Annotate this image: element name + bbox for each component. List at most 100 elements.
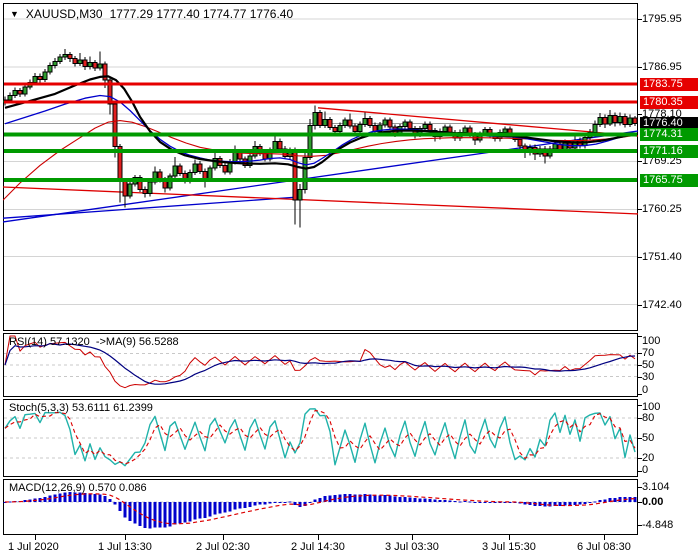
candle bbox=[517, 138, 523, 147]
candle bbox=[602, 116, 608, 125]
price-axis-label: 1751.40 bbox=[642, 250, 682, 263]
stoch-axis-label: 80 bbox=[642, 412, 655, 425]
candle bbox=[52, 60, 58, 67]
candle bbox=[197, 163, 203, 172]
macd-pane[interactable] bbox=[3, 479, 638, 535]
candle bbox=[377, 124, 383, 132]
time-axis-label: 3 Jul 15:30 bbox=[482, 541, 536, 553]
macd-axis-label: 0.00 bbox=[642, 496, 664, 508]
rsi-axis-tick bbox=[637, 394, 642, 395]
candle bbox=[37, 75, 43, 81]
chart-title: ▼ XAUUSD,M30 1777.29 1777.40 1774.77 177… bbox=[10, 7, 293, 21]
price-badge-support: 1774.31 bbox=[640, 127, 698, 141]
candle bbox=[62, 53, 68, 58]
candle bbox=[462, 127, 468, 133]
rsi-axis-label: 0 bbox=[642, 384, 649, 396]
price-axis-tick bbox=[637, 114, 642, 116]
price-axis-label: 1742.40 bbox=[642, 298, 682, 311]
candle bbox=[107, 79, 113, 105]
candle bbox=[72, 58, 78, 65]
candle bbox=[337, 124, 343, 132]
candle bbox=[32, 75, 38, 84]
macd-axis-tick bbox=[637, 486, 642, 488]
candle bbox=[142, 188, 148, 195]
candle bbox=[7, 95, 13, 101]
stoch-axis-tick bbox=[637, 438, 642, 439]
price-axis-tick bbox=[637, 161, 642, 163]
candle bbox=[122, 180, 128, 197]
stochastic-indicator-label: Stoch(5,3,3) 53.6111 61.2399 bbox=[9, 402, 153, 414]
time-axis-label: 6 Jul 08:30 bbox=[577, 541, 631, 553]
time-axis-tick bbox=[509, 535, 510, 540]
candle bbox=[347, 119, 353, 127]
macd-axis-tick bbox=[637, 525, 642, 527]
stoch-axis-label: 0 bbox=[642, 464, 649, 476]
time-axis-tick bbox=[35, 535, 36, 540]
candle bbox=[292, 149, 298, 201]
price-axis-label: 1760.25 bbox=[642, 203, 682, 216]
rsi-axis-tick bbox=[637, 336, 642, 337]
candle bbox=[612, 114, 618, 124]
stoch-axis-tick bbox=[637, 418, 642, 420]
time-axis-tick bbox=[318, 535, 319, 540]
time-axis-tick bbox=[125, 535, 126, 540]
candle bbox=[77, 59, 83, 65]
time-axis-tick bbox=[412, 535, 413, 540]
candle bbox=[147, 181, 153, 195]
candle bbox=[242, 158, 248, 166]
symbol-dropdown-icon[interactable]: ▼ bbox=[10, 9, 19, 19]
time-axis-label: 1 Jul 13:30 bbox=[98, 541, 152, 553]
candle bbox=[362, 117, 368, 125]
rsi-axis-label: 70 bbox=[642, 347, 655, 360]
stoch-axis-label: 50 bbox=[642, 432, 655, 444]
candle bbox=[277, 140, 283, 150]
time-axis-label: 3 Jul 03:30 bbox=[385, 541, 439, 553]
rsi-axis-label: 30 bbox=[642, 370, 655, 383]
stoch-axis-label: 100 bbox=[642, 401, 661, 413]
candle bbox=[47, 65, 53, 73]
main-chart-pane[interactable] bbox=[3, 3, 638, 331]
stoch-axis-tick bbox=[637, 471, 642, 472]
candle bbox=[407, 121, 413, 130]
time-axis-tick bbox=[604, 535, 605, 540]
ohlc-values: 1777.29 1777.40 1774.77 1776.40 bbox=[109, 7, 294, 21]
candle bbox=[342, 119, 348, 126]
candle bbox=[192, 163, 198, 173]
price-axis-tick bbox=[637, 209, 642, 211]
candle bbox=[402, 121, 408, 127]
candle bbox=[112, 103, 118, 148]
candle bbox=[42, 71, 48, 81]
price-badge-price: 1776.40 bbox=[640, 116, 698, 130]
rsi-axis-label: 100 bbox=[642, 335, 661, 347]
candle bbox=[127, 183, 133, 197]
candle bbox=[357, 123, 363, 132]
candle bbox=[367, 117, 373, 126]
rsi-axis-tick bbox=[637, 353, 642, 355]
candle bbox=[57, 56, 63, 62]
candle bbox=[102, 63, 108, 81]
candle bbox=[617, 115, 623, 124]
stoch-axis-label: 20 bbox=[642, 451, 655, 464]
candle bbox=[607, 114, 613, 125]
price-badge-support: 1771.16 bbox=[640, 144, 698, 158]
candle bbox=[17, 90, 23, 95]
stoch-axis-tick bbox=[637, 457, 642, 459]
candle bbox=[317, 112, 323, 126]
price-axis-label: 1769.25 bbox=[642, 155, 682, 168]
macd-axis-tick bbox=[637, 502, 642, 503]
candle bbox=[202, 170, 208, 180]
macd-axis-label: -4.848 bbox=[642, 519, 674, 532]
candle bbox=[382, 119, 388, 126]
candle bbox=[422, 123, 428, 130]
price-axis-tick bbox=[637, 19, 642, 20]
rsi-pane[interactable] bbox=[3, 333, 638, 397]
candle bbox=[97, 63, 103, 69]
time-axis-label: 2 Jul 02:30 bbox=[196, 541, 250, 553]
rsi-indicator-label: RSI(14) 57.1320 ->MA(9) 56.5288 bbox=[9, 336, 179, 348]
candle bbox=[137, 177, 143, 190]
candle bbox=[352, 125, 358, 132]
price-badge-support: 1765.75 bbox=[640, 173, 698, 187]
candle bbox=[427, 123, 433, 132]
candle bbox=[372, 124, 378, 132]
